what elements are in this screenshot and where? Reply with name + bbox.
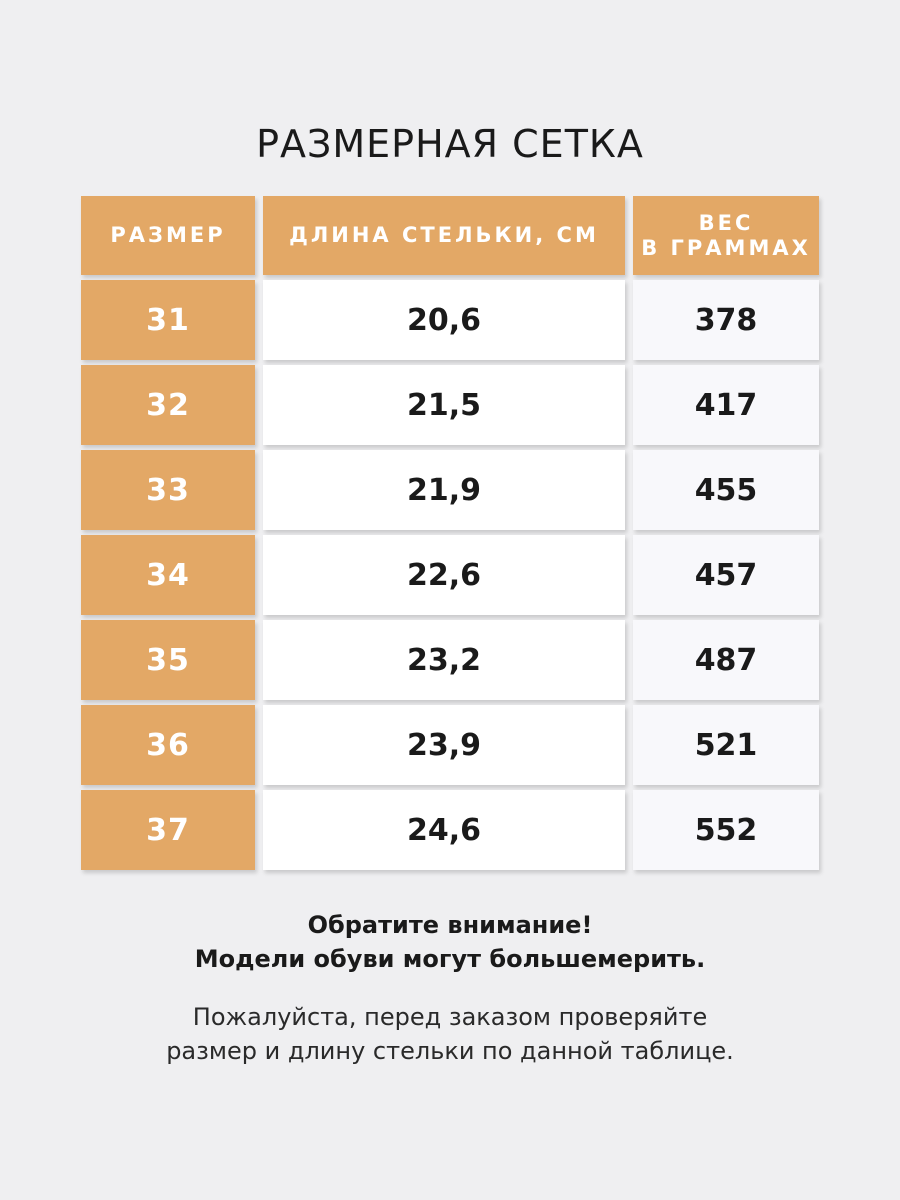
header-weight-line2: В ГРАММАХ: [641, 235, 811, 260]
info-text: Пожалуйста, перед заказом проверяйте раз…: [0, 1000, 900, 1068]
page-title: РАЗМЕРНАЯ СЕТКА: [256, 122, 644, 166]
size-cell: 32: [81, 365, 255, 445]
notice: Обратите внимание! Модели обуви могут бо…: [0, 908, 900, 976]
size-cell: 36: [81, 705, 255, 785]
size-cell: 33: [81, 450, 255, 530]
weight-cell: 521: [633, 705, 819, 785]
insole-length-cell: 21,9: [263, 450, 625, 530]
weight-cell: 417: [633, 365, 819, 445]
weight-cell: 457: [633, 535, 819, 615]
header-size: РАЗМЕР: [81, 196, 255, 275]
info-line2: размер и длину стельки по данной таблице…: [166, 1037, 734, 1065]
insole-length-cell: 23,2: [263, 620, 625, 700]
header-weight: ВЕС В ГРАММАХ: [633, 196, 819, 275]
insole-length-cell: 20,6: [263, 280, 625, 360]
size-cell: 34: [81, 535, 255, 615]
size-cell: 31: [81, 280, 255, 360]
notice-line1: Обратите внимание!: [307, 911, 593, 939]
insole-length-cell: 23,9: [263, 705, 625, 785]
weight-cell: 455: [633, 450, 819, 530]
insole-length-cell: 21,5: [263, 365, 625, 445]
size-cell: 37: [81, 790, 255, 870]
size-cell: 35: [81, 620, 255, 700]
header-weight-line1: ВЕС: [698, 210, 754, 235]
insole-length-cell: 24,6: [263, 790, 625, 870]
header-insole-length: ДЛИНА СТЕЛЬКИ, СМ: [263, 196, 625, 275]
insole-length-cell: 22,6: [263, 535, 625, 615]
weight-cell: 487: [633, 620, 819, 700]
weight-cell: 378: [633, 280, 819, 360]
notice-line2: Модели обуви могут большемерить.: [194, 945, 706, 973]
weight-cell: 552: [633, 790, 819, 870]
size-table: РАЗМЕР ДЛИНА СТЕЛЬКИ, СМ ВЕС В ГРАММАХ 3…: [81, 196, 819, 870]
info-line1: Пожалуйста, перед заказом проверяйте: [192, 1003, 708, 1031]
